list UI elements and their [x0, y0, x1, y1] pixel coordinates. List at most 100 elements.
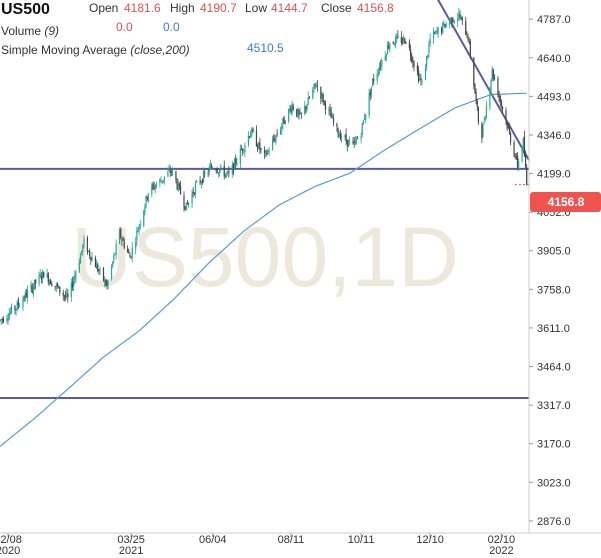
sma-line [0, 92, 527, 447]
candle-body [168, 169, 170, 171]
candle [185, 202, 187, 211]
candle [31, 283, 33, 295]
price-tick-label: 3611.0 [537, 323, 570, 335]
candle [507, 122, 509, 129]
candle [43, 271, 45, 278]
candle-body [363, 118, 366, 120]
price-tick-label: 3317.0 [537, 400, 571, 412]
candle-body [17, 301, 19, 306]
candle [353, 136, 355, 148]
candle [298, 108, 300, 120]
candle-body [147, 193, 149, 201]
candle-body [144, 206, 146, 213]
candle-body [98, 270, 100, 272]
candle-body [395, 37, 397, 46]
candle [263, 146, 266, 159]
candle-body [386, 45, 389, 55]
candle [271, 135, 274, 151]
candle-body [324, 101, 327, 110]
candle [299, 108, 301, 115]
candle [411, 52, 413, 64]
candle-body [136, 230, 138, 241]
candle-body [192, 192, 194, 194]
volume-label[interactable]: Volume (9) [1, 24, 59, 38]
candle-body [251, 129, 253, 135]
candle-body [450, 17, 452, 22]
candle [10, 303, 13, 314]
candle-body [400, 36, 402, 43]
candle [247, 131, 249, 147]
time-tick-label: 08/11 [278, 534, 305, 546]
candle-body [219, 169, 221, 174]
candle-body [215, 169, 217, 171]
price-tick-label: 4787.0 [537, 14, 571, 26]
candle-body [143, 210, 145, 226]
candle [112, 260, 114, 269]
candle [508, 123, 511, 135]
price-axis[interactable]: 4787.04640.04493.04346.04199.04052.03905… [529, 14, 571, 528]
candle [490, 78, 492, 96]
candle-body [211, 165, 213, 168]
candle-body [208, 167, 210, 172]
candle-body [170, 171, 172, 173]
candle-body [419, 78, 421, 80]
candle-body [244, 144, 246, 152]
candle [104, 276, 106, 288]
candle [393, 42, 396, 46]
candle-body [31, 284, 33, 293]
candle [223, 160, 225, 180]
candle [526, 163, 528, 186]
candle [235, 154, 237, 170]
candle-body [372, 78, 374, 86]
candle [194, 180, 197, 199]
candle-body [265, 151, 267, 153]
candle [413, 59, 415, 72]
candle [460, 14, 462, 21]
candle [274, 134, 276, 143]
candle-body [2, 318, 5, 322]
candle-body [201, 180, 203, 183]
candle [281, 122, 283, 135]
sma-label[interactable]: Simple Moving Average (close,200) [1, 43, 190, 57]
candle [41, 269, 44, 284]
candle-body [365, 114, 367, 120]
candle-body [291, 104, 293, 113]
candle-body [481, 124, 483, 139]
candle-body [155, 184, 157, 188]
candle-body [248, 136, 251, 138]
descending-trendline[interactable] [428, 0, 530, 161]
candle-body [22, 299, 24, 308]
candle-body [91, 257, 93, 261]
candle-body [257, 146, 259, 149]
candle-body [411, 55, 413, 62]
candle [87, 250, 90, 253]
candle [67, 288, 69, 303]
candle [473, 57, 475, 90]
candle-body [271, 139, 274, 150]
candle-body [346, 139, 348, 147]
candle-body [337, 128, 339, 136]
candle [273, 133, 275, 143]
candle [360, 132, 362, 144]
symbol-title[interactable]: US500 [1, 1, 50, 18]
candle [122, 236, 124, 241]
candle-body [102, 267, 105, 281]
candle-body [490, 80, 492, 91]
candle [216, 167, 218, 174]
candle [244, 142, 246, 157]
candle-body [500, 101, 502, 106]
candle [219, 169, 221, 177]
candle-body [252, 128, 254, 132]
candle-body [0, 319, 2, 321]
candle-body [437, 28, 439, 34]
candle-body [119, 230, 121, 244]
candle-body [129, 254, 131, 258]
candle [145, 194, 147, 209]
candle [444, 24, 446, 29]
candle-body [368, 93, 370, 116]
candle-body [224, 173, 226, 178]
candle-body [83, 238, 85, 247]
candle [227, 169, 229, 176]
